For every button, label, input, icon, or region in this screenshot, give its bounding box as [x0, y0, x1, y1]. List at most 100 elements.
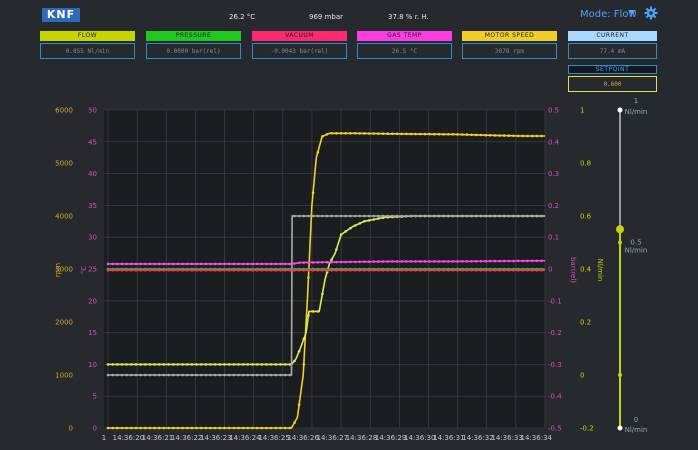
series-point-5: [535, 269, 539, 272]
y-tick-temp: 40: [88, 170, 97, 178]
series-point-2: [162, 373, 166, 377]
ambient-pressure: 969 mbar: [309, 13, 344, 21]
series-point-1: [367, 219, 371, 222]
series-point-3: [400, 260, 404, 263]
y-tick-rpm: 2000: [55, 319, 73, 327]
series-point-5: [148, 269, 152, 272]
series-point-5: [311, 269, 315, 272]
series-point-5: [349, 269, 352, 272]
series-point-1: [274, 363, 278, 366]
series-point-5: [330, 269, 334, 272]
tile-value-vacuum: -0.0043 bar(rel): [252, 43, 347, 59]
slider-handle[interactable]: [616, 225, 624, 234]
series-point-5: [409, 269, 413, 272]
series-point-1: [167, 363, 170, 366]
series-point-2: [470, 214, 473, 218]
series-point-0: [540, 134, 543, 138]
series-point-1: [190, 363, 194, 366]
series-point-3: [367, 260, 371, 264]
series-point-1: [339, 233, 343, 236]
series-point-1: [372, 218, 376, 221]
tile-value-pressure: 0.0000 bar(rel): [146, 43, 241, 59]
series-point-5: [367, 269, 371, 272]
slider-mid-mark: [618, 240, 622, 245]
series-point-5: [428, 269, 431, 272]
series-point-5: [288, 269, 292, 272]
series-point-1: [213, 363, 217, 366]
slider-mid-unit: Nl/min: [625, 247, 648, 255]
series-point-0: [111, 426, 114, 430]
series-point-0: [433, 132, 436, 136]
series-point-1: [330, 258, 334, 261]
series-point-3: [344, 260, 348, 264]
series-point-1: [251, 363, 254, 366]
series-point-0: [172, 426, 175, 430]
series-point-2: [106, 373, 110, 377]
series-point-0: [437, 132, 441, 136]
series-point-0: [302, 363, 306, 366]
series-point-2: [353, 214, 357, 218]
series-point-2: [181, 373, 184, 377]
series-point-3: [232, 262, 236, 266]
series-point-0: [521, 134, 525, 138]
series-point-2: [437, 214, 441, 218]
series-point-2: [302, 214, 306, 218]
series-point-2: [297, 214, 301, 218]
setpoint-label: SETPOINT: [568, 65, 657, 74]
series-point-3: [209, 262, 212, 266]
series-point-2: [265, 373, 268, 377]
y-tick-flow: 0.8: [580, 160, 591, 168]
series-point-3: [172, 262, 175, 266]
series-point-0: [381, 132, 385, 135]
series-point-2: [428, 214, 431, 218]
series-point-2: [391, 214, 394, 218]
x-tick-label: 14:36:30: [404, 434, 435, 442]
series-point-3: [213, 262, 217, 266]
series-point-3: [335, 260, 338, 264]
series-point-5: [241, 269, 245, 272]
series-point-2: [213, 373, 217, 377]
series-point-0: [260, 426, 264, 430]
mode-dropdown[interactable]: Mode: Flow: [580, 9, 637, 20]
series-point-3: [456, 260, 459, 263]
gear-icon[interactable]: [644, 6, 658, 20]
series-point-5: [293, 269, 296, 272]
series-point-3: [130, 262, 133, 266]
series-point-3: [148, 262, 152, 266]
series-point-0: [530, 134, 534, 138]
y-axis-label-rpm: rpm: [54, 263, 62, 277]
series-point-1: [353, 224, 357, 227]
series-point-5: [484, 269, 487, 272]
series-point-0: [209, 426, 212, 430]
series-point-3: [279, 262, 282, 266]
series-point-3: [181, 262, 184, 266]
series-point-2: [134, 373, 138, 377]
chevron-down-icon[interactable]: [628, 10, 636, 15]
series-point-2: [409, 214, 413, 218]
series-point-0: [181, 426, 184, 430]
series-point-0: [176, 426, 180, 430]
series-point-3: [227, 262, 231, 266]
series-point-0: [279, 426, 282, 430]
knf-logo: KNF: [42, 8, 80, 22]
y-tick-flow: 0.6: [580, 213, 592, 221]
series-point-3: [330, 260, 334, 264]
setpoint-input[interactable]: [568, 76, 657, 92]
series-point-3: [484, 259, 487, 263]
series-point-5: [395, 269, 399, 272]
y-tick-temp: 10: [88, 361, 97, 369]
series-point-2: [172, 373, 175, 377]
series-point-0: [409, 132, 413, 136]
series-point-1: [241, 363, 245, 366]
x-tick-label: 14:36:25: [258, 434, 289, 442]
series-point-1: [209, 363, 212, 366]
series-point-0: [241, 426, 245, 430]
series-point-2: [395, 214, 399, 218]
series-point-1: [162, 363, 166, 366]
series-point-3: [386, 260, 390, 263]
series-point-3: [474, 259, 478, 263]
slider-bottom-cap: [617, 425, 623, 431]
series-point-0: [223, 426, 226, 430]
series-point-2: [465, 214, 469, 218]
x-tick-label: 14:36:27: [317, 434, 348, 442]
